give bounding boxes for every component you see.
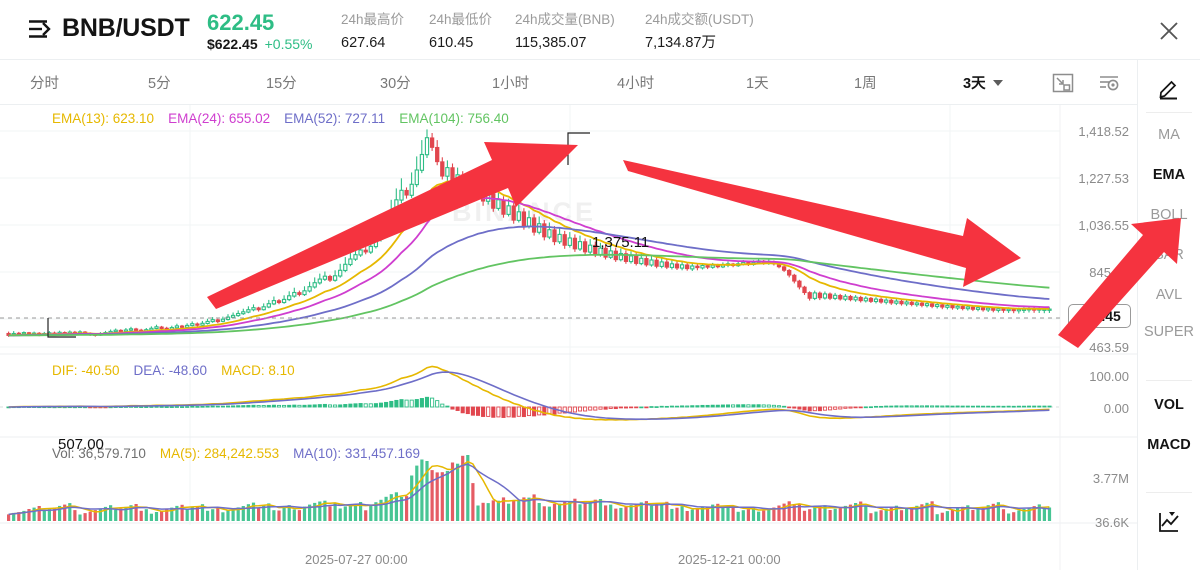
- chart-type-icon[interactable]: [1157, 510, 1181, 534]
- stat-value: 627.64: [341, 35, 386, 51]
- price-sub-row: $622.45 +0.55%: [207, 36, 312, 52]
- low-leader-line: [47, 318, 76, 338]
- ema104-legend: EMA(104): 756.40: [399, 111, 509, 126]
- price-tick: 845.56: [1089, 265, 1129, 280]
- macd-tick: 0.00: [1103, 401, 1129, 416]
- interval-1w[interactable]: 1周: [854, 76, 877, 92]
- dea-line: [8, 371, 1050, 420]
- sidebar-item-sar[interactable]: SAR: [1154, 247, 1184, 263]
- stat-value: 610.45: [429, 35, 474, 51]
- sidebar-item-ema[interactable]: EMA: [1152, 167, 1186, 183]
- stat-label: 24h最高价: [341, 12, 405, 27]
- ema13-legend: EMA(13): 623.10: [52, 111, 155, 126]
- stat-value: 7,134.87万: [645, 35, 716, 51]
- indicator-sidebar: MA EMA BOLL SAR AVL SUPER VOL MACD: [1138, 60, 1200, 570]
- pencil-edit-icon[interactable]: [1157, 76, 1181, 100]
- volma5-legend: MA(5): 284,242.553: [159, 446, 280, 461]
- sidebar-item-boll[interactable]: BOLL: [1150, 207, 1188, 223]
- vol-ma10-line: [8, 463, 1050, 516]
- interval-3d-selected[interactable]: 3天: [963, 72, 1003, 93]
- price-tick: 1,418.52: [1078, 124, 1129, 139]
- interval-4h[interactable]: 4小时: [617, 76, 655, 92]
- usd-price: $622.45: [207, 36, 258, 52]
- ema-legend: EMA(13): 623.10 EMA(24): 655.02 EMA(52): 7…: [52, 111, 523, 126]
- stat-label: 24h最低价: [429, 12, 493, 27]
- close-icon[interactable]: [1158, 20, 1180, 42]
- volume-bars: [7, 455, 1052, 521]
- low-price-annotation: 507.00: [58, 436, 104, 453]
- last-price: 622.45: [207, 10, 275, 35]
- interval-15m[interactable]: 15分: [266, 76, 297, 92]
- macd-legend: DIF: -40.50 DEA: -48.60 MACD: 8.10: [52, 363, 309, 378]
- fullscreen-icon[interactable]: [1052, 72, 1074, 94]
- volume-legend: Vol: 36,579.710 MA(5): 284,242.553 MA(10):…: [52, 446, 434, 461]
- interval-30m[interactable]: 30分: [380, 76, 411, 92]
- price-tick: 1,036.55: [1078, 218, 1129, 233]
- macd-histogram: [6, 396, 1052, 418]
- interval-5m[interactable]: 5分: [148, 76, 171, 92]
- price-tick: 463.59: [1089, 340, 1129, 355]
- sidebar-item-ma[interactable]: MA: [1158, 127, 1180, 143]
- interval-fenshi[interactable]: 分时: [30, 76, 59, 92]
- ema24-legend: EMA(24): 655.02: [168, 111, 271, 126]
- stat-24h-low: 24h最低价 610.45: [429, 10, 492, 54]
- stat-label: 24h成交额(USDT): [645, 12, 754, 27]
- chart-canvas[interactable]: BINANCE: [0, 105, 1137, 570]
- volume-tick: 3.77M: [1092, 471, 1129, 486]
- high-price-annotation: 1,375.11: [592, 234, 650, 251]
- interval-toolbar: 分时 5分 15分 30分 1小时 4小时 1天 1周 3天: [0, 60, 1137, 105]
- sidebar-item-vol[interactable]: VOL: [1154, 397, 1184, 413]
- header-bar: BNB/USDT 622.45 $622.45 +0.55% 24h最高价 627…: [0, 0, 1200, 60]
- settings-indicator-icon[interactable]: [1098, 72, 1120, 94]
- stat-24h-high: 24h最高价 627.64: [341, 10, 404, 54]
- interval-3d-label: 3天: [963, 76, 986, 92]
- hamburger-arrow-icon[interactable]: [28, 18, 54, 40]
- current-price-tag: 622.45: [1068, 304, 1131, 328]
- sidebar-item-super[interactable]: SUPER: [1144, 324, 1194, 340]
- stat-24h-volume-quote: 24h成交额(USDT) 7,134.87万: [645, 10, 754, 54]
- stat-value: 115,385.07: [515, 35, 587, 51]
- sidebar-item-macd[interactable]: MACD: [1147, 437, 1191, 453]
- sidebar-item-avl[interactable]: AVL: [1155, 287, 1183, 303]
- high-leader-line: [567, 132, 590, 165]
- dif-legend: DIF: -40.50: [52, 363, 120, 378]
- chevron-down-icon: [992, 80, 1003, 86]
- stat-label: 24h成交量(BNB): [515, 12, 615, 27]
- volma10-legend: MA(10): 331,457.169: [293, 446, 421, 461]
- x-tick-label: 2025-07-27 00:00: [305, 552, 408, 567]
- dea-legend: DEA: -48.60: [133, 363, 208, 378]
- candlestick-series: [6, 129, 1052, 337]
- pair-title: BNB/USDT: [62, 14, 190, 42]
- ema104-line: [8, 253, 1050, 337]
- volume-tick: 36.6K: [1095, 515, 1129, 530]
- change-percent: +0.55%: [264, 36, 313, 52]
- price-plot-svg: [0, 105, 1137, 570]
- macd-tick: 100.00: [1089, 369, 1129, 384]
- interval-1h[interactable]: 1小时: [492, 76, 530, 92]
- price-tick: 1,227.53: [1078, 171, 1129, 186]
- interval-1d[interactable]: 1天: [746, 76, 769, 92]
- x-tick-label: 2025-12-21 00:00: [678, 552, 781, 567]
- vol-legend: Vol: 36,579.710: [52, 446, 146, 461]
- ema52-legend: EMA(52): 727.11: [284, 111, 386, 126]
- stat-24h-volume-base: 24h成交量(BNB) 115,385.07: [515, 10, 615, 54]
- macd-legend-value: MACD: 8.10: [221, 363, 295, 378]
